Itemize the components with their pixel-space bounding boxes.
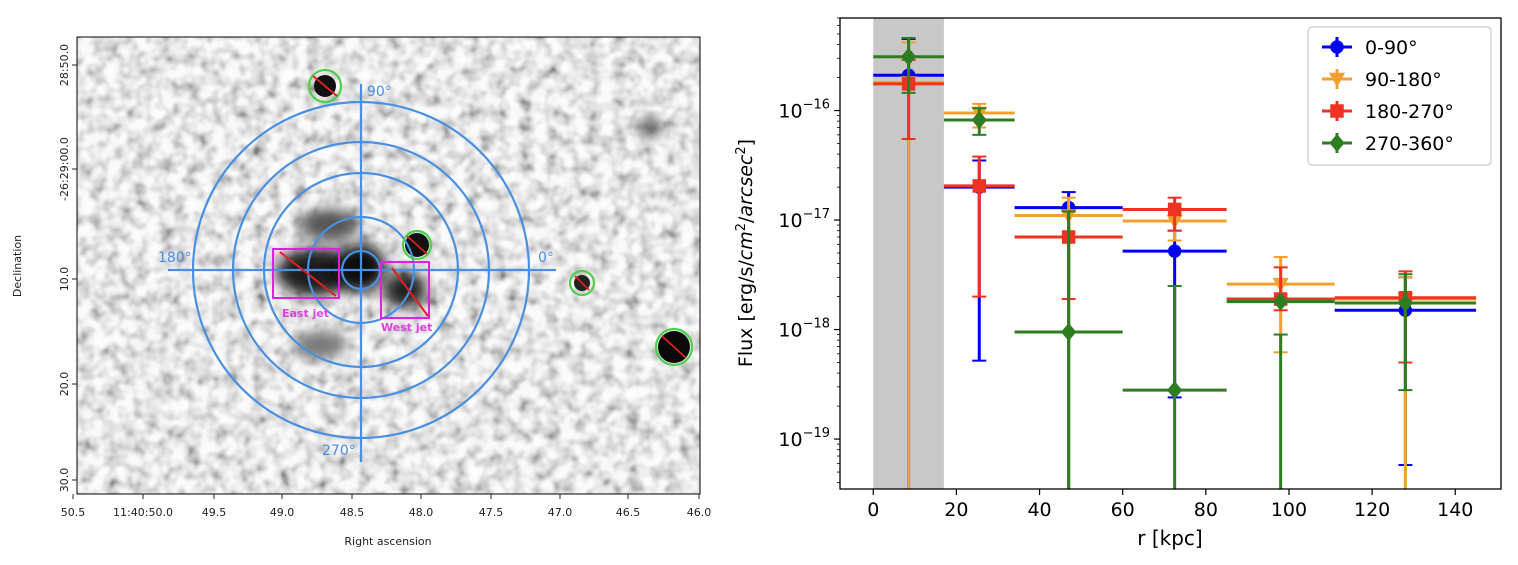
left-x-tick-label: 47.0 xyxy=(548,506,573,519)
noise-texture xyxy=(77,37,700,494)
legend-label: 90-180° xyxy=(1365,69,1442,91)
data-point-marker xyxy=(1397,293,1414,312)
left-x-tick-label: 46.5 xyxy=(616,506,641,519)
left-y-tick-label: -26:29:00.0 xyxy=(58,137,71,201)
x-tick-label: 140 xyxy=(1437,499,1473,521)
data-point-marker xyxy=(1330,40,1344,54)
left-x-ticks: 50.5 11:40:50.0 49.5 49.0 48.5 48.0 47.5 47.0 46… xyxy=(61,494,712,519)
jet-labels: East jet West jet xyxy=(282,307,432,334)
data-point-marker xyxy=(1328,72,1346,88)
legend-item: 90-180° xyxy=(1322,69,1442,91)
point-source-circle xyxy=(401,229,433,261)
data-point xyxy=(1334,273,1477,392)
y-tick-label: 10−16 xyxy=(778,98,830,123)
left-y-tick-label: 28:50.0 xyxy=(58,44,71,86)
point-sources xyxy=(307,68,694,367)
left-x-tick-label: 50.5 xyxy=(61,506,86,519)
data-point-marker xyxy=(1167,202,1182,217)
legend-item: 270-360° xyxy=(1322,133,1454,155)
data-point-marker xyxy=(1060,323,1077,342)
west-jet-label: West jet xyxy=(381,321,432,334)
angle-labels: 90° 180° 0° 270° xyxy=(158,84,554,459)
data-point xyxy=(1122,196,1227,232)
point-source-circle xyxy=(568,269,596,297)
east-jet-box xyxy=(272,248,340,299)
point-source-circle xyxy=(307,68,343,104)
x-tick-label: 40 xyxy=(1027,499,1051,521)
legend-box xyxy=(1307,26,1492,166)
y-tick-label: 10−17 xyxy=(778,207,830,232)
flux-profile-chart: 0 20 40 60 80 100 120 140 10−1610−1710−1810−19 … xyxy=(734,17,1502,550)
data-point xyxy=(943,155,1015,298)
point-source-circle xyxy=(654,327,694,367)
data-point xyxy=(873,36,944,94)
x-tick-label: 100 xyxy=(1271,499,1307,521)
left-x-tick-label: 46.0 xyxy=(687,506,712,519)
x-ticks: 0 20 40 60 80 100 120 140 xyxy=(867,489,1473,521)
data-point-marker xyxy=(900,47,917,66)
left-x-tick-label: 48.5 xyxy=(340,506,365,519)
data-point xyxy=(1226,292,1335,489)
left-x-tick-label: 47.5 xyxy=(479,506,504,519)
annular-rings xyxy=(168,84,556,462)
east-jet-label: East jet xyxy=(282,307,329,320)
angle-label-0: 0° xyxy=(538,250,554,266)
data-point xyxy=(1122,284,1227,489)
legend-label: 0-90° xyxy=(1365,37,1418,59)
y-axis-label: Flux [erg/s/cm2/arcsec2] xyxy=(734,139,758,367)
left-x-axis-label: Right ascension xyxy=(344,535,431,548)
left-y-axis-label: Declination xyxy=(11,235,24,297)
x-tick-label: 0 xyxy=(867,499,879,521)
data-point-marker xyxy=(1273,292,1289,311)
series-layer xyxy=(873,36,1477,489)
legend-item: 180-270° xyxy=(1322,101,1454,123)
left-x-tick-label: 48.0 xyxy=(409,506,434,519)
legend-label: 270-360° xyxy=(1365,133,1454,155)
left-y-ticks: 28:50.0 -26:29:00.0 10.0 20.0 30.0 xyxy=(58,44,77,492)
data-point xyxy=(943,107,1015,136)
y-ticks: 10−16 10−17 10−18 10−19 xyxy=(778,17,840,484)
west-jet-box xyxy=(380,261,430,319)
left-y-tick-label: 10.0 xyxy=(58,267,71,292)
x-tick-label: 80 xyxy=(1194,499,1218,521)
data-point-marker xyxy=(972,179,987,193)
legend-item: 0-90° xyxy=(1322,37,1418,59)
left-y-tick-label: 20.0 xyxy=(58,372,71,397)
data-point xyxy=(1014,210,1123,489)
x-axis-label: r [kpc] xyxy=(1137,526,1202,550)
data-point-marker xyxy=(1330,104,1344,118)
x-tick-label: 20 xyxy=(944,499,968,521)
angle-label-180: 180° xyxy=(158,250,192,266)
left-y-tick-label: 30.0 xyxy=(58,468,71,493)
data-point-marker xyxy=(1329,134,1345,152)
y-tick-label: 10−18 xyxy=(778,317,830,342)
data-point-marker xyxy=(971,110,987,129)
angle-label-90: 90° xyxy=(367,84,392,100)
left-x-tick-label: 49.0 xyxy=(270,506,295,519)
data-point-marker xyxy=(1167,244,1182,258)
plot-frame xyxy=(839,17,1502,490)
left-x-tick-label: 49.5 xyxy=(202,506,227,519)
sky-image-panel: 90° 180° 0° 270° East jet West jet 50.5 1… xyxy=(11,36,712,548)
series-diamond xyxy=(873,36,1477,489)
legend: 0-90° 90-180° 180-270° 270-360° xyxy=(1307,26,1492,166)
jet-regions xyxy=(272,248,430,319)
x-tick-label: 60 xyxy=(1111,499,1135,521)
angle-label-270: 270° xyxy=(322,443,356,459)
data-point-marker xyxy=(1167,381,1183,400)
left-x-tick-label: 11:40:50.0 xyxy=(113,506,173,519)
y-tick-label: 10−19 xyxy=(778,426,830,451)
legend-label: 180-270° xyxy=(1365,101,1454,123)
x-tick-label: 120 xyxy=(1354,499,1390,521)
